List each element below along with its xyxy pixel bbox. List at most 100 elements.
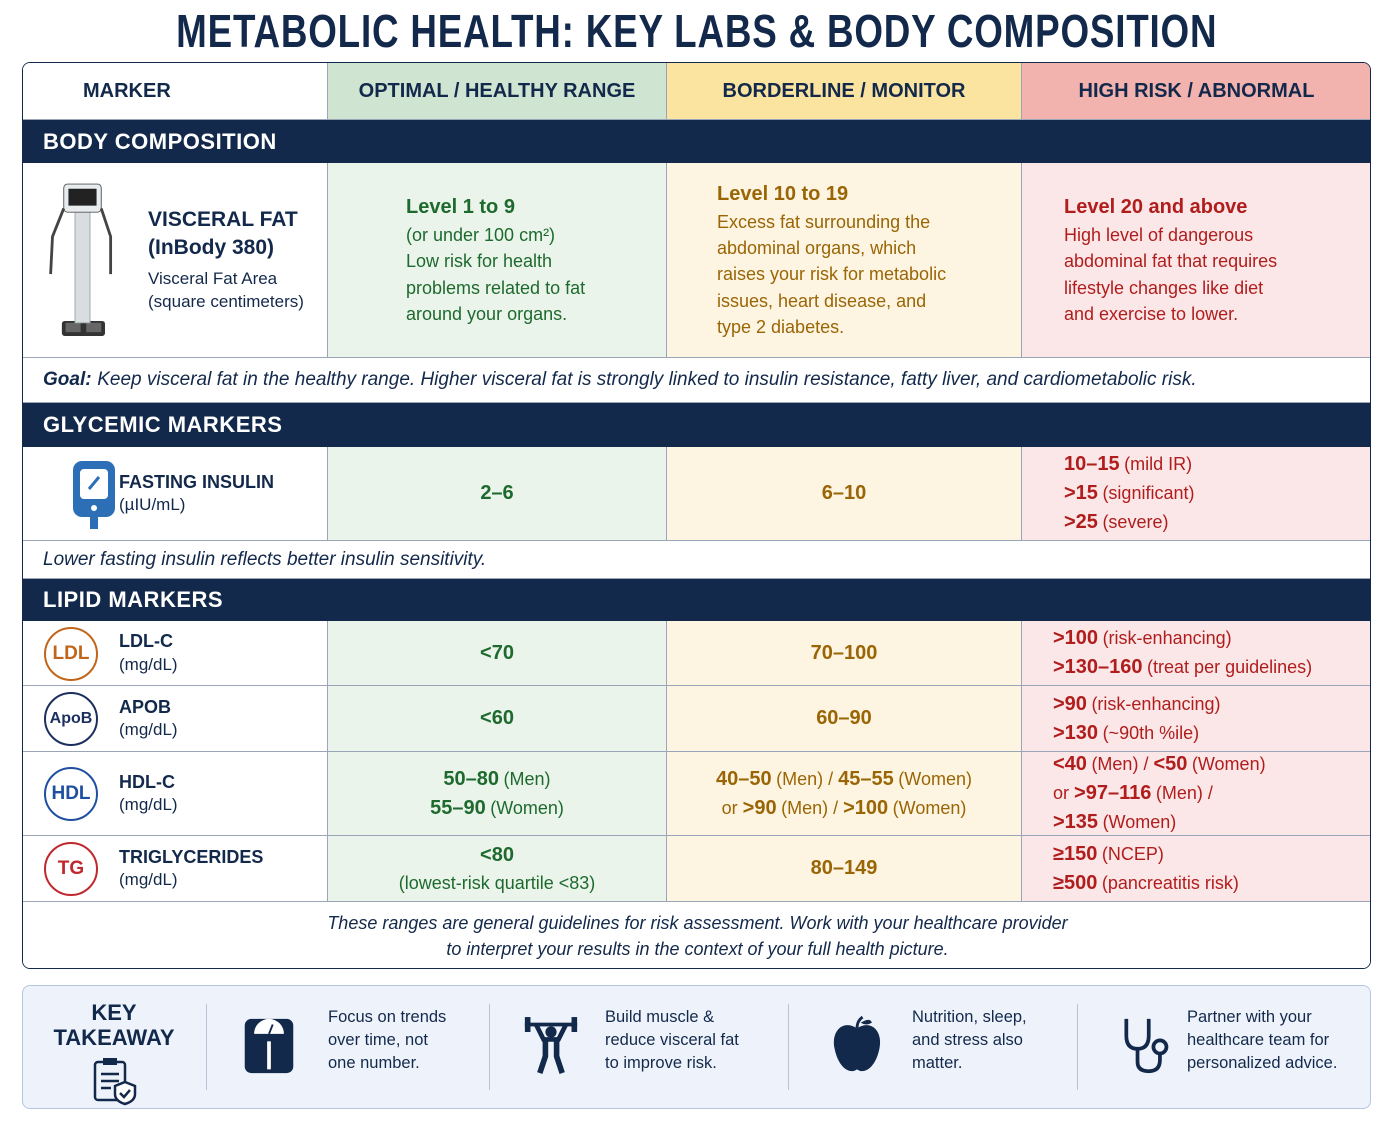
marker-name: FASTING INSULIN bbox=[119, 471, 275, 492]
range-cell: <40 (Men) / <50 (Women) or >97–116 (Men) / >135… bbox=[1022, 752, 1370, 836]
column-header: OPTIMAL / HEALTHY RANGE bbox=[328, 63, 667, 120]
section-note: Goal: Keep visceral fat in the healthy ra… bbox=[23, 358, 1370, 403]
takeaway-icon-svg bbox=[524, 1017, 578, 1074]
cell-line: >15 (significant) bbox=[1064, 479, 1194, 508]
takeaway-text: Nutrition, sleep, and stress also matter. bbox=[912, 1006, 1027, 1075]
range-note: (Women) bbox=[1191, 754, 1266, 774]
body-scale-icon bbox=[45, 175, 120, 345]
page-title: METABOLIC HEALTH: KEY LABS & BODY COMPOS… bbox=[0, 4, 1393, 58]
cell-line: (lowest-risk quartile <83) bbox=[398, 872, 596, 893]
section-title: LIPID MARKERS bbox=[23, 579, 1370, 621]
takeaway-line: matter. bbox=[912, 1054, 963, 1072]
range-cell: Level 1 to 9 (or under 100 cm²) Low risk f… bbox=[328, 163, 667, 358]
range-note: (NCEP) bbox=[1101, 843, 1164, 864]
marker-unit: Visceral Fat Area bbox=[148, 269, 278, 289]
cell-line: <60 bbox=[480, 704, 514, 733]
cell-line: Level 20 and above bbox=[1064, 193, 1247, 222]
range-cell: 40–50 (Men) /45–55 (Women) or >90 (Men) / >100… bbox=[667, 752, 1022, 836]
takeaway-icon-svg bbox=[833, 1015, 881, 1072]
footer-line: to interpret your results in the context… bbox=[446, 939, 949, 959]
takeaway-icon bbox=[1117, 1014, 1173, 1078]
cell-line: >100 (risk-enhancing) bbox=[1053, 624, 1232, 653]
takeaway-icon bbox=[523, 1014, 579, 1078]
range-note: (severe) bbox=[1102, 512, 1169, 532]
range-note: (treat per guidelines) bbox=[1147, 657, 1313, 677]
range-cell: 70–100 bbox=[667, 621, 1022, 686]
range-value: <60 bbox=[480, 707, 514, 729]
range-value: 55–90 bbox=[430, 796, 486, 819]
cell-line: or >97–116 (Men) / bbox=[1053, 779, 1213, 808]
takeaway-line: Partner with your bbox=[1187, 1008, 1312, 1026]
cell-line: 6–10 bbox=[822, 479, 867, 508]
cell-line: <80 bbox=[480, 841, 514, 870]
takeaway-title-line: TAKEAWAY bbox=[53, 1025, 175, 1050]
range-note: (pancreatitis risk) bbox=[1101, 872, 1239, 893]
range-note: (risk-enhancing) bbox=[1091, 693, 1221, 714]
cell-line: Level 1 to 9 bbox=[406, 193, 515, 222]
cell-line: 80–149 bbox=[811, 854, 878, 883]
range-cell: 6–10 bbox=[667, 447, 1022, 541]
range-note: (significant) bbox=[1102, 483, 1195, 503]
cell-line: (or under 100 cm²) bbox=[406, 225, 556, 246]
cell-line: >130–160 (treat per guidelines) bbox=[1053, 653, 1312, 682]
section-title: BODY COMPOSITION bbox=[23, 120, 1370, 163]
key-takeaway: KEY TAKEAWAY Focus on trends over time, not… bbox=[22, 985, 1371, 1109]
takeaway-icon bbox=[829, 1014, 885, 1078]
range-note: (mild IR) bbox=[1124, 454, 1193, 474]
cell-line: 2–6 bbox=[480, 479, 513, 508]
note-text: Lower fasting insulin reflects better in… bbox=[43, 548, 487, 570]
footer-line: These ranges are general guidelines for … bbox=[327, 913, 1068, 933]
range-value: <80 bbox=[480, 843, 514, 866]
table-footer: These ranges are general guidelines for … bbox=[23, 902, 1370, 968]
range-cell: <60 bbox=[328, 686, 667, 752]
cell-line: abdominal fat that requires bbox=[1064, 251, 1278, 272]
range-cell: Level 10 to 19 Excess fat surrounding the… bbox=[667, 163, 1022, 358]
takeaway-title: KEY TAKEAWAY bbox=[23, 1000, 205, 1050]
marker-unit: (mg/dL) bbox=[119, 654, 178, 674]
divider bbox=[206, 1004, 207, 1090]
divider bbox=[788, 1004, 789, 1090]
ranges-table: MARKER OPTIMAL / HEALTHY RANGE BORDERLINE … bbox=[22, 62, 1371, 969]
marker-badge: TG bbox=[44, 842, 98, 896]
section-note: Lower fasting insulin reflects better in… bbox=[23, 541, 1370, 579]
takeaway-text: Partner with your healthcare team for pers… bbox=[1187, 1006, 1337, 1075]
cell-line: 55–90 (Women) bbox=[430, 794, 564, 823]
divider bbox=[1077, 1004, 1078, 1090]
range-value: >130 bbox=[1053, 721, 1099, 744]
range-value: 6–10 bbox=[821, 482, 867, 504]
section-title: GLYCEMIC MARKERS bbox=[23, 403, 1370, 447]
marker-badge: HDL bbox=[44, 767, 98, 821]
range-value: >97–116 bbox=[1074, 782, 1152, 804]
cell-line: Excess fat surrounding the bbox=[717, 212, 931, 233]
range-cell: >100 (risk-enhancing) >130–160 (treat per g… bbox=[1022, 621, 1370, 686]
takeaway-title-line: KEY bbox=[91, 1000, 137, 1025]
range-value: >90 bbox=[1053, 692, 1087, 715]
range-value: Level 20 and above bbox=[1064, 196, 1248, 219]
range-note: (Men) / bbox=[781, 797, 839, 818]
marker-unit: (mg/dL) bbox=[119, 795, 178, 815]
range-note: (risk-enhancing) bbox=[1102, 628, 1232, 648]
marker-name: APOB bbox=[119, 696, 172, 717]
title-text: METABOLIC HEALTH: KEY LABS & BODY COMPOS… bbox=[175, 5, 1218, 57]
range-note: (Women) bbox=[892, 797, 967, 818]
range-cell: ≥150 (NCEP) ≥500 (pancreatitis risk) bbox=[1022, 836, 1370, 902]
cell-line: abdominal organs, which bbox=[717, 238, 917, 259]
cell-line: 40–50 (Men) /45–55 (Women) bbox=[716, 765, 972, 794]
range-value: >90 bbox=[742, 796, 777, 819]
range-value: >100 bbox=[843, 796, 889, 819]
takeaway-line: Focus on trends bbox=[328, 1008, 447, 1026]
takeaway-line: and stress also bbox=[912, 1031, 1023, 1049]
cell-line: 70–100 bbox=[811, 639, 878, 668]
takeaway-line: personalized advice. bbox=[1187, 1054, 1338, 1072]
marker-name: LDL-C bbox=[119, 631, 173, 652]
range-value: Level 1 to 9 bbox=[406, 196, 515, 219]
cell-line: issues, heart disease, and bbox=[717, 290, 927, 311]
range-cell: 80–149 bbox=[667, 836, 1022, 902]
takeaway-icon-svg bbox=[244, 1018, 294, 1074]
cell-line: >90 (risk-enhancing) bbox=[1053, 690, 1221, 719]
range-note: (Men) bbox=[503, 768, 551, 789]
clipboard-icon bbox=[89, 1056, 141, 1106]
range-note: (~90th %ile) bbox=[1102, 722, 1200, 743]
range-note: (Men) / bbox=[776, 768, 834, 789]
